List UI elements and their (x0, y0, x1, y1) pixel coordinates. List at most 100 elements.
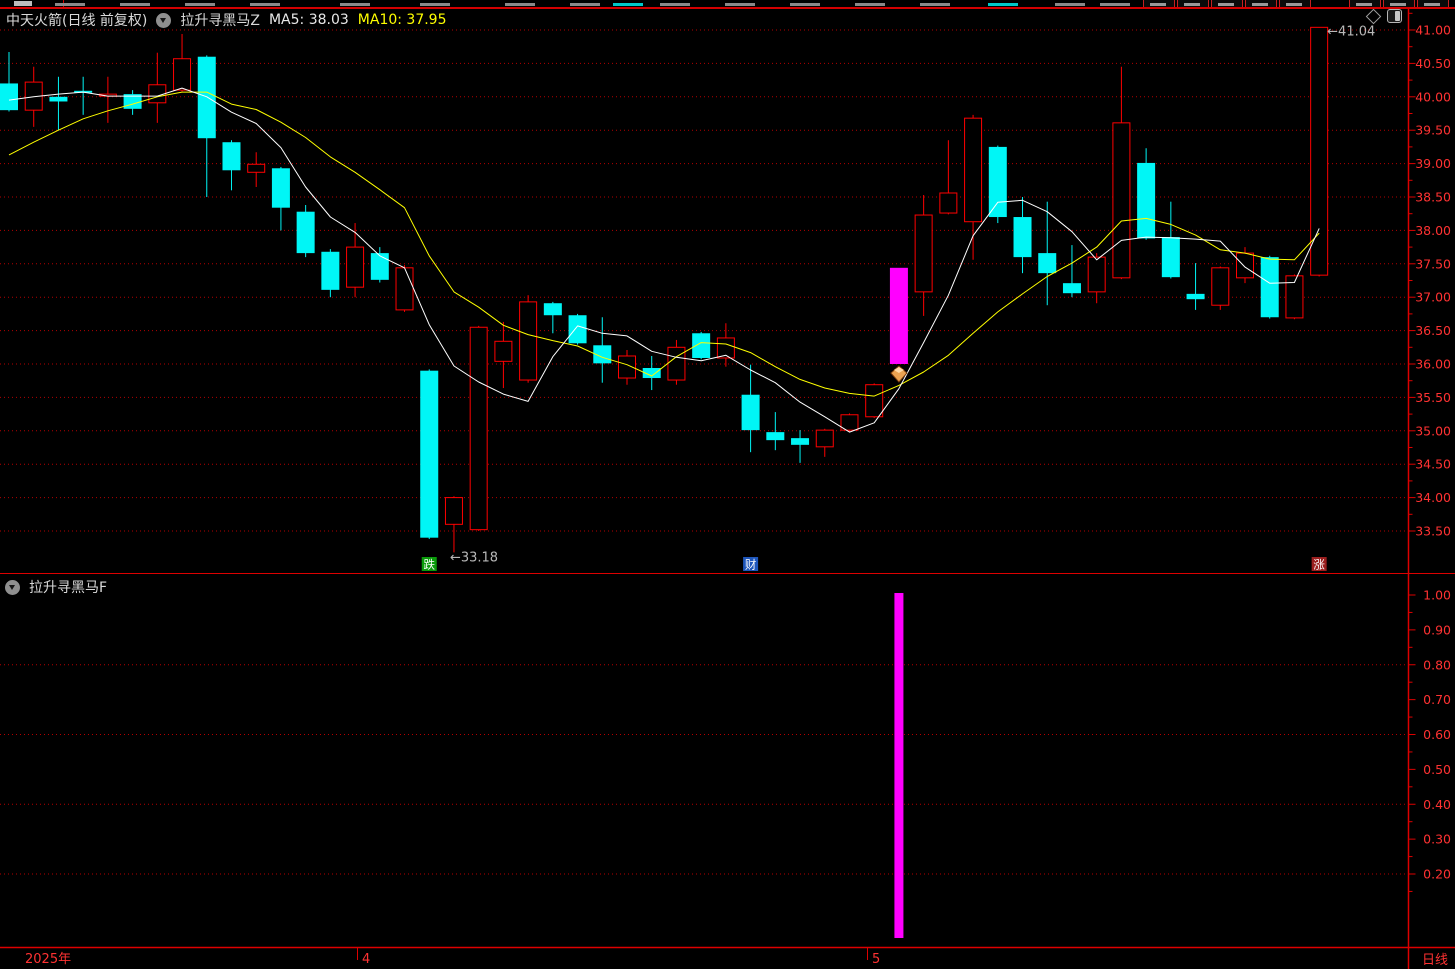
candle-body (543, 303, 562, 316)
indicator-axis-label: 0.70 (1423, 692, 1451, 707)
indicator-axis-label: 1.00 (1423, 588, 1451, 603)
candle (1161, 201, 1180, 279)
menu-item-fragment[interactable] (1100, 3, 1130, 6)
candle-body (296, 211, 315, 254)
price-axis-label: 41.00 (1415, 23, 1451, 38)
candle (395, 265, 414, 312)
candle (222, 140, 241, 191)
price-annotation: ←33.18 (450, 550, 498, 565)
candle (494, 321, 513, 389)
candle-body (791, 438, 810, 445)
menu-item-fragment[interactable] (340, 3, 370, 6)
menu-item-fragment[interactable] (250, 3, 280, 6)
candle-body (271, 168, 290, 208)
menu-button[interactable] (1177, 0, 1209, 7)
indicator-axis-label: 0.40 (1423, 797, 1451, 812)
candle (568, 313, 587, 345)
indicator-axis-label: 0.80 (1423, 657, 1451, 672)
menu-item-fragment[interactable] (725, 3, 755, 6)
app-menu-icon[interactable] (14, 1, 32, 6)
panel-toggle-icon[interactable] (1387, 9, 1402, 23)
candle-body (370, 253, 389, 280)
price-axis-label: 40.50 (1415, 56, 1451, 71)
price-axis-label: 38.50 (1415, 190, 1451, 205)
candle (1211, 266, 1230, 310)
candle (1260, 255, 1279, 319)
price-axis-label: 35.00 (1415, 423, 1451, 438)
candle (296, 205, 315, 258)
candle (247, 152, 266, 187)
price-axis-label: 36.50 (1415, 323, 1451, 338)
menu-item-fragment[interactable] (55, 3, 85, 6)
chevron-down-circle-icon[interactable] (5, 579, 20, 595)
candle (444, 496, 463, 553)
chevron-down-circle-icon[interactable] (156, 12, 172, 28)
event-badge-label: 跌 (423, 558, 435, 572)
main-indicator-name[interactable]: 拉升寻黑马Z (180, 13, 260, 29)
event-badge-bg (421, 557, 437, 571)
menu-item-fragment[interactable] (790, 3, 820, 6)
menu-bar (0, 0, 1455, 9)
price-axis-label: 36.00 (1415, 357, 1451, 372)
menu-item-fragment[interactable] (120, 3, 150, 6)
ma5-value: MA5: 38.03 (268, 12, 349, 28)
candle (420, 369, 439, 540)
candle (692, 331, 711, 360)
candle (519, 295, 538, 383)
candle-body (1062, 283, 1081, 294)
candle-body (642, 368, 661, 379)
event-badge-fall[interactable]: 跌 (421, 557, 437, 572)
candle-body (815, 429, 834, 448)
candle (74, 76, 93, 115)
gem-marker-icon[interactable] (890, 365, 908, 383)
candle-body (444, 497, 463, 525)
candle-body (49, 96, 68, 102)
menu-button[interactable] (1143, 0, 1175, 7)
candle (988, 145, 1007, 224)
menu-button[interactable] (1417, 0, 1449, 7)
menu-item-fragment[interactable] (660, 3, 690, 6)
menu-button[interactable] (1211, 0, 1243, 7)
sub-indicator-name[interactable]: 拉升寻黑马F (29, 580, 108, 596)
indicator-axis-label: 0.90 (1423, 622, 1451, 637)
date-axis-month-label: 5 (872, 952, 880, 967)
menu-item-fragment[interactable] (988, 3, 1018, 6)
candle-body (0, 83, 18, 111)
candle (1285, 274, 1304, 320)
menu-item-fragment[interactable] (920, 3, 950, 6)
menu-item-fragment[interactable] (613, 3, 643, 6)
menu-item-fragment[interactable] (420, 3, 450, 6)
candle-body (889, 267, 908, 364)
price-axis-label: 40.00 (1415, 89, 1451, 104)
candle (1087, 253, 1106, 304)
indicator-axis-label: 0.30 (1423, 832, 1451, 847)
indicator-axis-label: 0.20 (1423, 867, 1451, 882)
menu-item-fragment[interactable] (570, 3, 600, 6)
menu-button[interactable] (1383, 0, 1415, 7)
menu-button[interactable] (1279, 0, 1311, 7)
menu-item-fragment[interactable] (855, 3, 885, 6)
indicator-axis-label: 0.60 (1423, 727, 1451, 742)
price-axis-label: 35.50 (1415, 390, 1451, 405)
candle-body (197, 56, 216, 139)
candle-body (914, 214, 933, 293)
menu-button[interactable] (1349, 0, 1381, 7)
candle-body (568, 315, 587, 344)
candle (741, 364, 760, 453)
main-chart-header: 中天火箭(日线 前复权) 拉升寻黑马Z MA5: 38.03 MA10: 37.… (6, 10, 447, 30)
menu-item-fragment[interactable] (185, 3, 215, 6)
date-axis-month-label: 4 (362, 952, 370, 967)
price-axis-label: 34.50 (1415, 457, 1451, 472)
menu-item-fragment[interactable] (1055, 3, 1085, 6)
menu-button[interactable] (1245, 0, 1277, 7)
sub-chart-header: 拉升寻黑马F (5, 577, 107, 597)
candle-body (1285, 275, 1304, 319)
candle-body (716, 337, 735, 359)
event-badge-rise[interactable]: 涨 (1311, 557, 1327, 572)
candle-body (741, 394, 760, 431)
event-badge-finance[interactable]: 财 (743, 557, 759, 572)
price-axis-label: 37.00 (1415, 290, 1451, 305)
menu-item-fragment[interactable] (505, 3, 535, 6)
diamond-icon[interactable] (1365, 8, 1382, 24)
